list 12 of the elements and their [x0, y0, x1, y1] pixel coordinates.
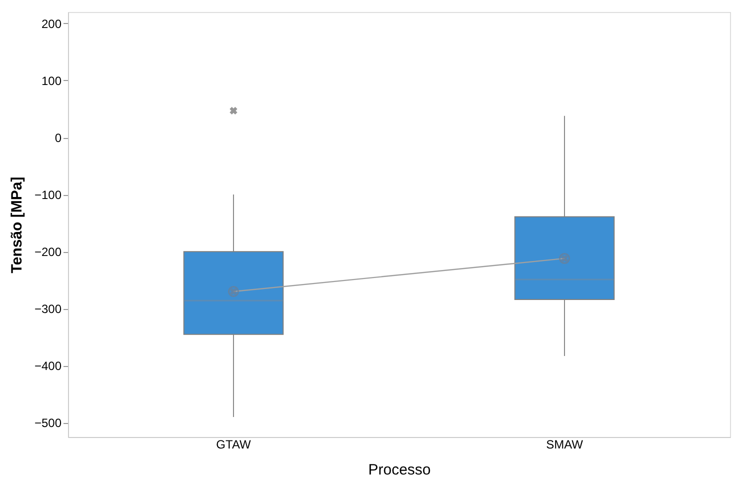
x-tick-label: SMAW	[546, 438, 584, 452]
y-tick-label: −200	[34, 245, 62, 260]
x-tick-label: GTAW	[216, 438, 252, 452]
y-tick-label: 0	[54, 131, 62, 146]
x-axis-title: Processo	[368, 462, 431, 478]
y-axis-title: Tensão [MPa]	[8, 176, 26, 274]
y-tick-label: −300	[34, 302, 62, 316]
y-tick-label: 100	[41, 74, 62, 88]
y-tick-label: −400	[34, 359, 62, 374]
y-tick-label: 200	[41, 16, 62, 31]
y-tick-label: −500	[34, 416, 62, 430]
y-tick-label: −100	[34, 188, 62, 202]
